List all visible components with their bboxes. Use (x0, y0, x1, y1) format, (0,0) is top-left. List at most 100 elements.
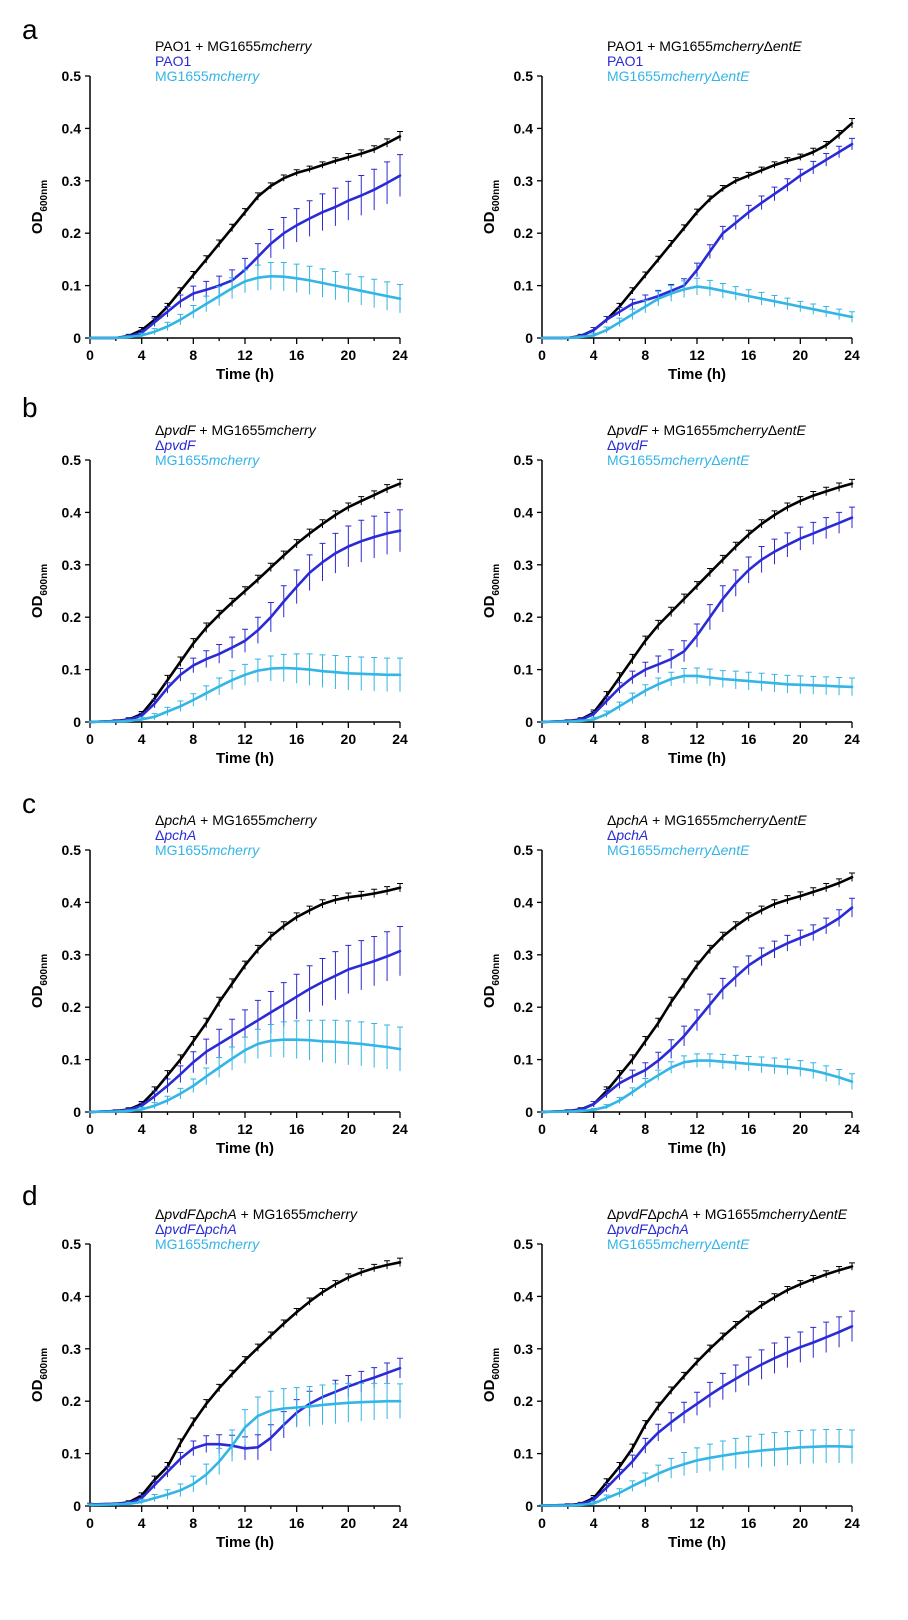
series-line (88, 1038, 402, 1114)
legend-text: mcherry (712, 38, 764, 54)
series-pseudomonas (88, 926, 403, 1114)
x-tick-label: 4 (590, 1515, 598, 1531)
series-ecoli (540, 1053, 855, 1114)
panel-letter-d: d (22, 1180, 38, 1211)
legend-text: pvdF (616, 1221, 648, 1237)
chart-svg: 0 0.1 0.2 0.3 0.4 0.5 0 4 8 12 16 20 24 Time (h) OD600… (29, 1236, 408, 1551)
y-tick-label: 0.5 (62, 452, 82, 468)
legend-text: mcherry (758, 1206, 809, 1222)
x-tick-label: 24 (844, 1121, 860, 1137)
legend-entry: PAO1 + MG1655mcherry (155, 38, 312, 54)
x-tick-label: 20 (793, 347, 809, 363)
y-tick-label: 0.2 (514, 609, 534, 625)
x-tick-label: 12 (689, 731, 705, 747)
y-tick-label: 0.3 (62, 557, 82, 573)
legend-text: Δ (607, 812, 617, 828)
legend-text: Δ (767, 422, 778, 438)
x-tick-label: 20 (341, 347, 357, 363)
legend-text: MG1655 (607, 452, 661, 468)
series-line (540, 482, 854, 724)
x-tick-label: 16 (289, 1515, 305, 1531)
legend-text: Δ (647, 1206, 657, 1222)
series-line (88, 1399, 402, 1507)
series-line (540, 121, 854, 340)
series-pseudomonas (540, 506, 855, 724)
legend-entry: ΔpchA + MG1655mcherryΔentE (607, 812, 807, 828)
y-axis-label: OD600nm (481, 564, 502, 618)
x-tick-label: 16 (741, 347, 757, 363)
y-tick-label: 0.4 (514, 504, 534, 520)
panel-letter-c: c (22, 788, 36, 819)
x-axis-label: Time (h) (668, 366, 726, 383)
y-tick-label: 0.5 (514, 68, 534, 84)
legend-text: entE (772, 38, 802, 54)
y-tick-label: 0.5 (62, 68, 82, 84)
y-tick-label: 0.2 (514, 999, 534, 1015)
legend-text: entE (720, 68, 750, 84)
legend-entry: MG1655mcherry (155, 1236, 259, 1252)
x-tick-label: 20 (793, 1515, 809, 1531)
legend-entry: ΔpvdFΔpchA (607, 1221, 689, 1237)
series-line (540, 285, 854, 340)
y-tick-label: 0 (73, 1498, 81, 1514)
series-coculture (540, 117, 855, 340)
y-tick-label: 0.3 (514, 557, 534, 573)
legend-text: Δ (607, 1221, 617, 1237)
series-line (540, 1445, 854, 1507)
series-line (88, 529, 402, 724)
legend-text: PAO1 (607, 53, 644, 69)
x-tick-label: 4 (138, 731, 146, 747)
series-line (88, 135, 402, 340)
y-tick-label: 0.2 (62, 609, 82, 625)
legend-text: + MG1655 (236, 1206, 307, 1222)
legend-text: mcherry (660, 1236, 712, 1252)
panel-letter-a: a (22, 14, 38, 45)
legend-text: Δ (155, 812, 165, 828)
x-tick-label: 16 (289, 1121, 305, 1137)
x-tick-label: 0 (86, 347, 94, 363)
legend-text: pvdF (164, 437, 196, 453)
y-tick-label: 0 (525, 714, 533, 730)
legend-entry: MG1655mcherry (155, 452, 259, 468)
legend-text: Δ (195, 1206, 205, 1222)
series-ecoli (88, 653, 403, 724)
y-tick-label: 0.3 (62, 1341, 82, 1357)
legend-text: pvdF (616, 437, 648, 453)
legend-entry: MG1655mcherry (155, 842, 259, 858)
x-tick-label: 16 (741, 731, 757, 747)
x-tick-label: 24 (844, 1515, 860, 1531)
legend-text: mcherry (260, 38, 312, 54)
legend-text: MG1655 (155, 452, 209, 468)
x-tick-label: 8 (641, 731, 649, 747)
legend-text: entE (720, 1236, 750, 1252)
y-tick-label: 0.1 (514, 1052, 534, 1068)
chart-a-left: PAO1 + MG1655mcherry PAO1 MG1655mcherry 0 0.… (0, 28, 440, 398)
legend-text: Δ (155, 1221, 165, 1237)
legend-entry: ΔpvdF (155, 437, 195, 453)
x-tick-label: 4 (590, 347, 598, 363)
y-tick-label: 0.5 (514, 1236, 534, 1252)
series-ecoli (88, 262, 403, 340)
legend-text: Δ (607, 437, 617, 453)
y-tick-label: 0 (525, 1104, 533, 1120)
series-coculture (88, 883, 403, 1114)
legend-text: mcherry (660, 68, 712, 84)
x-tick-label: 12 (689, 347, 705, 363)
legend-text: PAO1 + MG1655 (155, 38, 261, 54)
x-tick-label: 0 (86, 731, 94, 747)
y-tick-label: 0.2 (62, 999, 82, 1015)
series-line (88, 949, 402, 1114)
chart-svg: 0 0.1 0.2 0.3 0.4 0.5 0 4 8 12 16 20 24 Time (h) OD600… (29, 68, 408, 383)
legend-text: MG1655 (155, 1236, 209, 1252)
series-line (88, 174, 402, 340)
series-coculture (540, 478, 855, 724)
legend-text: Δ (195, 1221, 205, 1237)
x-tick-label: 24 (844, 731, 860, 747)
x-tick-label: 0 (538, 731, 546, 747)
legend-text: Δ (607, 827, 617, 843)
legend-text: Δ (155, 422, 165, 438)
chart-c-left: ΔpchA + MG1655mcherry ΔpchA MG1655mcherry 0… (0, 802, 440, 1172)
y-tick-label: 0.2 (62, 1393, 82, 1409)
series-coculture (88, 478, 403, 724)
legend-entry: ΔpchA + MG1655mcherry (155, 812, 317, 828)
